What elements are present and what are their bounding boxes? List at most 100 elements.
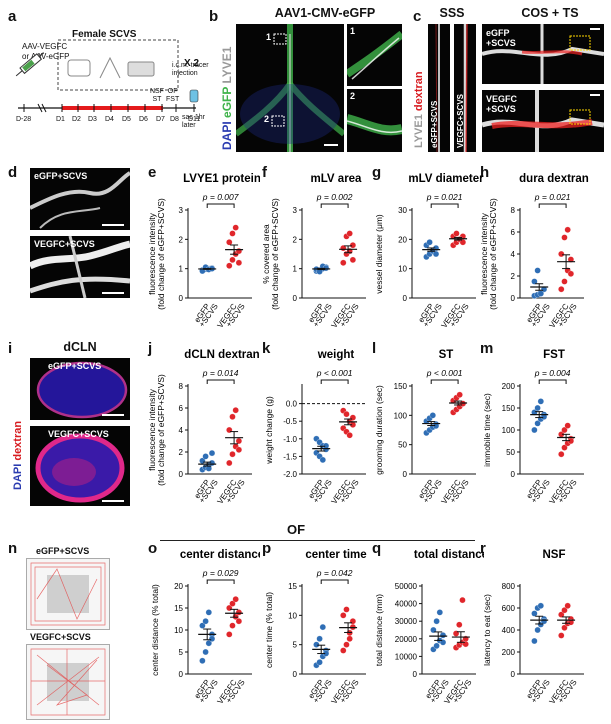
day-label: D7	[156, 116, 165, 123]
data-point	[202, 453, 209, 460]
data-point	[208, 459, 216, 467]
data-point	[531, 409, 538, 416]
panel-letter-n: n	[8, 540, 18, 557]
data-point	[426, 239, 433, 246]
inset-label-1: 1	[350, 26, 356, 36]
y-tick-label: 1	[293, 265, 298, 274]
y-axis-label: total distance (mm)	[374, 594, 384, 666]
y-axis-label: immobile time (sec)	[482, 393, 492, 467]
chart-title: dura dextran	[519, 173, 589, 185]
data-point	[229, 230, 236, 237]
data-point	[208, 635, 216, 642]
panel-b-inset-1: 1	[347, 24, 402, 86]
data-point	[537, 290, 544, 297]
data-point	[235, 609, 243, 616]
data-point	[558, 611, 565, 618]
timeline-panel: AAV-VEGFC or AAV-eGFP	[10, 28, 209, 158]
chart-title: mLV area	[311, 173, 363, 185]
day-label: D11	[188, 116, 201, 123]
y-tick-label: 5	[179, 648, 184, 657]
y-tick-label: -1.0	[283, 435, 297, 444]
chart-q: total distance total distance (mm) 0 10000 2…	[374, 549, 484, 706]
data-point	[226, 426, 233, 434]
y-tick-label: 0.0	[286, 400, 298, 409]
panel-n-vegfc-label: VEGFC+SCVS	[30, 632, 91, 642]
chart-title: dCLN dextran	[184, 349, 259, 361]
data-point	[561, 278, 568, 285]
day-label: D6	[139, 116, 148, 123]
chart-title: center distance	[180, 549, 260, 561]
p-value: p = 0.029	[202, 568, 239, 578]
inset-marker-1: 1	[266, 32, 272, 42]
data-point	[537, 398, 544, 405]
data-point	[343, 641, 350, 648]
significance-bracket	[538, 379, 567, 384]
y-tick-label: 0	[413, 670, 418, 679]
panel-letter-q: q	[372, 540, 382, 557]
data-point	[432, 250, 440, 258]
data-point	[199, 622, 206, 629]
panel-letter-f: f	[262, 164, 267, 181]
y-tick-label: 200	[502, 648, 516, 657]
scale-bar	[102, 414, 124, 416]
panel-i-egfp: eGFP+SCVS	[30, 358, 130, 420]
data-point	[561, 234, 568, 241]
chart-title: total distance	[414, 549, 484, 561]
panel-letter-c: c	[413, 8, 422, 25]
chart-title: LVYE1 protein	[183, 173, 260, 185]
stain-dapi: DAPI	[220, 121, 234, 150]
data-point	[531, 426, 538, 434]
cos-vegfc-label: VEGFC +SCVS	[486, 94, 518, 114]
of-fst-label: OF FST	[166, 88, 180, 103]
y-tick-label: 0	[179, 670, 184, 679]
data-point	[208, 449, 216, 457]
data-point	[456, 621, 463, 628]
data-point	[346, 230, 353, 237]
data-point	[229, 600, 236, 607]
d-egfp-label: eGFP+SCVS	[34, 171, 88, 181]
data-point	[226, 459, 233, 467]
panel-c-sss-egfp	[428, 24, 450, 152]
cos-egfp-label: eGFP +SCVS	[486, 28, 516, 48]
data-point	[436, 609, 443, 616]
of-header: OF	[287, 522, 306, 537]
panel-n-vegfc-track	[26, 644, 110, 720]
p-value: p = 0.004	[534, 368, 571, 378]
data-point	[561, 426, 568, 434]
inset-label-2: 2	[350, 91, 356, 101]
significance-bracket	[320, 379, 349, 384]
y-tick-label: 0	[403, 470, 408, 479]
sss-egfp-label: eGFP+SCVS	[430, 100, 439, 148]
data-point	[433, 642, 440, 649]
chart-title: FST	[543, 349, 565, 361]
panel-n-egfp-label: eGFP+SCVS	[36, 546, 90, 556]
sac-label: sac 1hr later	[182, 114, 205, 129]
scale-bar	[102, 292, 124, 294]
panel-letter-h: h	[480, 164, 490, 181]
panel-letter-e: e	[148, 164, 157, 181]
y-tick-label: 30000	[395, 617, 418, 626]
p-value: p < 0.001	[426, 368, 463, 378]
y-tick-label: 0	[293, 670, 298, 679]
y-tick-label: 150	[394, 382, 408, 391]
y-axis-label: (fold change of eGFP+SCVS)	[270, 198, 280, 310]
scale-bar	[102, 224, 124, 226]
data-point	[558, 451, 565, 458]
data-point	[558, 250, 565, 258]
significance-bracket	[430, 379, 459, 384]
stain-lyve1: LYVE1	[413, 114, 425, 148]
data-point	[439, 632, 447, 639]
chart-title: mLV diameter	[408, 173, 484, 185]
y-tick-label: 10	[174, 626, 183, 635]
data-point	[232, 224, 239, 231]
y-axis-label: vessel diameter (μm)	[374, 214, 384, 294]
data-point	[346, 635, 353, 642]
y-tick-label: 200	[502, 382, 516, 391]
panel-c-cos-vegfc: VEGFC +SCVS	[482, 90, 604, 152]
y-tick-label: 100	[394, 411, 408, 420]
panel-letter-l: l	[372, 340, 377, 357]
sss-vegfc-label: VEGFC+SCVS	[456, 93, 465, 148]
y-tick-label: 50	[506, 448, 515, 457]
panel-letter-k: k	[262, 340, 271, 357]
